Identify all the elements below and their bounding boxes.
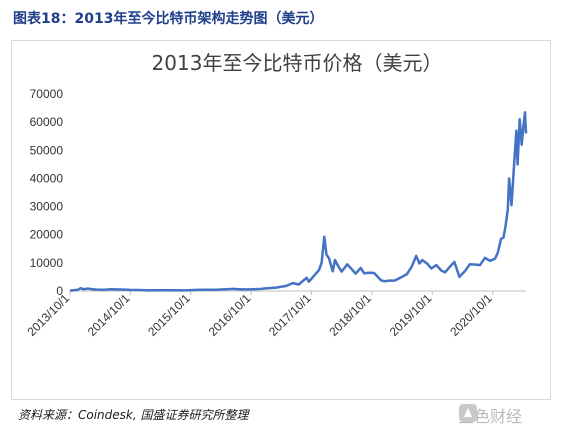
source-note: 资料来源：Coindesk, 国盛证券研究所整理 [18,408,249,422]
y-tick-label: 50000 [30,143,64,157]
x-tick-label: 2017/10/1 [266,291,314,339]
x-tick-label: 2018/10/1 [326,291,374,339]
x-tick-label: 2015/10/1 [145,291,193,339]
x-tick-label: 2020/10/1 [447,291,495,339]
x-axis: 2013/10/1 2014/10/1 2015/10/1 2016/10/1 2017… [24,290,526,339]
bitcoin-price-chart: 2013年至今比特币价格（美元） 0 10000 20000 30000 40000 50… [24,51,528,339]
price-series-line [69,111,528,292]
y-tick-label: 40000 [30,171,64,185]
y-tick-label: 60000 [30,115,64,129]
figure-caption: 图表18：2013年至今比特币架构走势图（美元） [13,11,324,27]
y-tick-label: 20000 [30,228,64,242]
x-tick-label: 2019/10/1 [387,291,435,339]
y-tick-label: 10000 [30,256,64,270]
y-axis: 0 10000 20000 30000 40000 50000 60000 70000 [30,87,64,298]
chart-title: 2013年至今比特币价格（美元） [152,51,443,75]
y-tick-label: 30000 [30,200,64,214]
x-tick-label: 2013/10/1 [24,291,72,339]
x-tick-label: 2016/10/1 [206,291,254,339]
x-tick-label: 2014/10/1 [85,291,133,339]
jinse-logo-icon [459,404,477,422]
y-tick-label: 70000 [30,87,64,101]
chart-frame: 2013年至今比特币价格（美元） 0 10000 20000 30000 40000 50… [11,40,551,400]
watermark: 金色财经 [458,403,522,427]
series-layer [69,111,528,292]
y-tick-label: 0 [56,284,63,298]
